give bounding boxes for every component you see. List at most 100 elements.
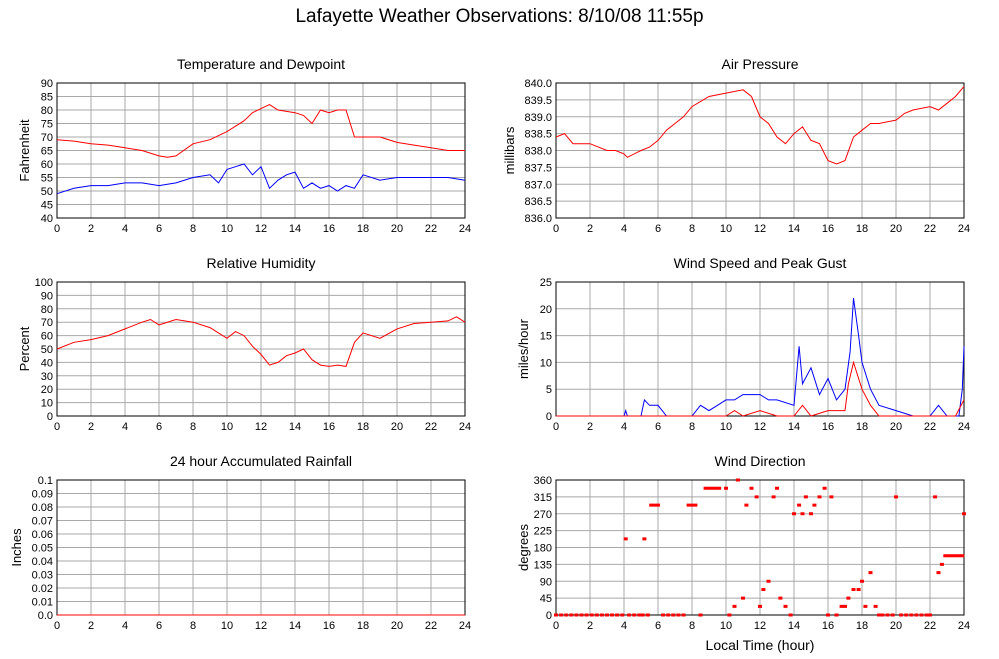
x-tick-label: 20: [890, 421, 902, 433]
x-tick-label: 16: [323, 421, 335, 433]
data-point: [690, 503, 694, 507]
data-point: [645, 613, 650, 617]
data-point: [936, 571, 941, 575]
y-tick-label: 225: [534, 526, 552, 538]
x-axis-label-bottom: Local Time (hour): [706, 637, 815, 653]
x-tick-label: 2: [88, 421, 94, 433]
data-point: [717, 486, 722, 490]
data-point: [890, 613, 895, 617]
x-tick-label: 8: [190, 620, 196, 632]
data-point: [894, 495, 898, 499]
data-point: [605, 613, 609, 617]
x-tick-label: 12: [255, 421, 267, 433]
data-point: [574, 613, 579, 617]
series-line-1: [56, 163, 466, 195]
x-tick-label: 0: [54, 620, 60, 632]
data-point: [615, 613, 620, 617]
data-point: [640, 613, 645, 617]
x-tick-label: 6: [156, 223, 162, 235]
x-tick-label: 20: [391, 620, 403, 632]
data-point: [953, 554, 958, 558]
chart-title: Temperature and Dewpoint: [177, 56, 345, 72]
data-point: [899, 613, 904, 617]
y-tick-label: 0: [546, 411, 552, 423]
data-point: [724, 486, 728, 490]
y-tick-label: 0.06: [32, 529, 53, 541]
x-tick-label: 12: [754, 223, 766, 235]
x-tick-label: 12: [754, 421, 766, 433]
x-tick-label: 22: [425, 223, 437, 235]
x-tick-label: 8: [689, 421, 695, 433]
data-point: [681, 613, 686, 617]
x-tick-label: 0: [553, 421, 559, 433]
x-tick-label: 18: [357, 223, 369, 235]
y-tick-label: 0.0: [38, 610, 53, 622]
x-tick-label: 2: [587, 223, 593, 235]
x-tick-label: 10: [720, 620, 732, 632]
x-tick-label: 10: [720, 223, 732, 235]
x-tick-label: 0: [54, 223, 60, 235]
y-tick-label: 65: [41, 146, 53, 158]
y-tick-label: 838.5: [524, 129, 552, 141]
x-tick-label: 18: [357, 421, 369, 433]
y-tick-label: 180: [534, 543, 552, 555]
y-tick-label: 0.05: [32, 543, 53, 555]
y-tick-label: 90: [41, 78, 53, 90]
data-point: [788, 613, 793, 617]
data-point: [834, 613, 839, 617]
data-point: [758, 604, 762, 608]
x-tick-label: 24: [958, 421, 970, 433]
chart-title: 24 hour Accumulated Rainfall: [170, 453, 352, 469]
x-tick-label: 6: [156, 421, 162, 433]
y-tick-label: 100: [35, 277, 53, 289]
data-point: [919, 613, 924, 617]
y-tick-label: 839.0: [524, 112, 552, 124]
data-point: [800, 512, 805, 516]
data-point: [642, 537, 647, 541]
y-tick-label: 315: [534, 492, 552, 504]
data-point: [928, 613, 932, 617]
x-tick-label: 2: [587, 620, 593, 632]
x-tick-label: 10: [221, 421, 233, 433]
y-tick-label: 70: [41, 317, 53, 329]
data-point: [686, 503, 691, 507]
data-point: [956, 554, 961, 558]
data-point: [829, 495, 834, 499]
y-tick-label: 270: [534, 509, 552, 521]
y-tick-label: 50: [41, 344, 53, 356]
y-tick-label: 135: [534, 559, 552, 571]
data-point: [962, 512, 966, 516]
y-tick-label: 80: [41, 105, 53, 117]
y-tick-label: 360: [534, 475, 552, 487]
y-tick-label: 836.5: [524, 196, 552, 208]
x-tick-label: 18: [856, 223, 868, 235]
x-tick-label: 0: [553, 223, 559, 235]
y-tick-label: 10: [540, 357, 552, 369]
x-tick-label: 18: [856, 421, 868, 433]
x-tick-label: 12: [754, 620, 766, 632]
x-tick-label: 22: [425, 421, 437, 433]
data-point: [627, 613, 632, 617]
data-point: [856, 588, 861, 591]
data-point: [809, 512, 813, 516]
data-point: [846, 596, 851, 600]
data-point: [803, 495, 808, 499]
data-point: [826, 613, 830, 617]
x-tick-label: 22: [924, 421, 936, 433]
data-point: [933, 495, 938, 499]
y-tick-label: 40: [41, 357, 53, 369]
data-point: [797, 503, 802, 507]
x-tick-label: 0: [553, 620, 559, 632]
data-point: [839, 604, 844, 608]
y-tick-label: 838.0: [524, 146, 552, 158]
x-tick-label: 20: [890, 620, 902, 632]
y-tick-label: 837.5: [524, 162, 552, 174]
y-tick-label: 837.0: [524, 179, 552, 191]
data-point: [783, 604, 788, 608]
y-tick-label: 0.07: [32, 516, 53, 528]
y-axis-label: Percent: [17, 326, 32, 371]
chart-title: Relative Humidity: [207, 255, 316, 271]
x-tick-label: 22: [425, 620, 437, 632]
x-tick-label: 8: [689, 223, 695, 235]
